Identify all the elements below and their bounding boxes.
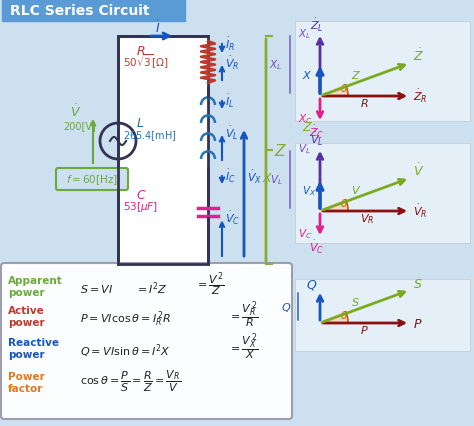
- FancyBboxPatch shape: [56, 169, 128, 190]
- Text: $Q$: $Q$: [281, 300, 291, 313]
- Text: $\dot{I}$: $\dot{I}$: [155, 20, 160, 36]
- Text: $\dot{V}_C$: $\dot{V}_C$: [310, 238, 325, 255]
- Text: power: power: [8, 287, 45, 297]
- Text: $\theta$: $\theta$: [340, 82, 348, 94]
- Text: $L$: $L$: [136, 117, 144, 130]
- Text: $= I^2Z$: $= I^2Z$: [135, 280, 168, 296]
- Text: $C$: $C$: [136, 189, 146, 201]
- Text: $\dot{I}_R$: $\dot{I}_R$: [225, 36, 235, 53]
- Text: $Q = VI\sin\theta = I^2X$: $Q = VI\sin\theta = I^2X$: [80, 341, 171, 359]
- Text: $=\dfrac{V_X^{\,2}}{X}$: $=\dfrac{V_X^{\,2}}{X}$: [228, 331, 258, 362]
- Text: $\dot{V}$: $\dot{V}$: [413, 162, 424, 178]
- Text: $\dot{Z}$: $\dot{Z}$: [413, 47, 424, 64]
- Text: $X_C$: $X_C$: [298, 112, 312, 126]
- Text: $X_L$: $X_L$: [269, 58, 283, 72]
- Text: $V_L$: $V_L$: [298, 142, 310, 155]
- Text: $\dot{V}_R$: $\dot{V}_R$: [225, 55, 239, 72]
- Text: $\dot{Z}_L$: $\dot{Z}_L$: [310, 17, 324, 34]
- FancyBboxPatch shape: [1, 263, 292, 419]
- Text: Reactive: Reactive: [8, 337, 59, 347]
- Text: $S$: $S$: [413, 277, 422, 290]
- Text: $=\dfrac{V^2}{Z}$: $=\dfrac{V^2}{Z}$: [195, 271, 224, 298]
- Text: $265.4[\mathrm{mH}]$: $265.4[\mathrm{mH}]$: [123, 129, 177, 143]
- Text: $R$: $R$: [361, 97, 369, 109]
- Text: power: power: [8, 317, 45, 327]
- Text: $S = VI$: $S = VI$: [80, 282, 113, 294]
- Text: $\dot{V}_R$: $\dot{V}_R$: [413, 202, 428, 219]
- Text: $50\sqrt{3}[\Omega]$: $50\sqrt{3}[\Omega]$: [123, 52, 169, 71]
- Text: Active: Active: [8, 305, 45, 315]
- Text: $P$: $P$: [413, 317, 422, 330]
- Text: $=\dfrac{V_R^{\,2}}{R}$: $=\dfrac{V_R^{\,2}}{R}$: [228, 299, 258, 330]
- Text: $R$: $R$: [136, 45, 146, 58]
- Text: Power: Power: [8, 371, 45, 381]
- Wedge shape: [320, 200, 348, 211]
- Bar: [295, 279, 470, 351]
- Text: $Z$: $Z$: [352, 69, 362, 81]
- Text: $V_C$: $V_C$: [298, 227, 312, 240]
- Text: $\theta$: $\theta$: [340, 308, 348, 320]
- Text: $\theta$: $\theta$: [340, 196, 348, 208]
- Text: $\dot{I}_L$: $\dot{I}_L$: [225, 92, 234, 109]
- Text: power: power: [8, 349, 45, 359]
- Text: $\cos\theta = \dfrac{P}{S} = \dfrac{R}{Z} = \dfrac{V_R}{V}$: $\cos\theta = \dfrac{P}{S} = \dfrac{R}{Z…: [80, 368, 181, 393]
- Bar: [2, 0, 185, 22]
- Text: $Z$: $Z$: [274, 143, 287, 158]
- Text: $V_X$: $V_X$: [302, 184, 316, 197]
- Text: factor: factor: [8, 383, 44, 393]
- Text: $P = VI\cos\theta = I_R^{\,2}R$: $P = VI\cos\theta = I_R^{\,2}R$: [80, 308, 172, 328]
- Bar: [295, 22, 470, 122]
- Text: RLC Series Circuit: RLC Series Circuit: [10, 4, 149, 18]
- Text: $53[\mu F]$: $53[\mu F]$: [123, 199, 158, 213]
- Wedge shape: [320, 85, 348, 97]
- Text: $f = 60[\mathrm{Hz}]$: $f = 60[\mathrm{Hz}]$: [66, 173, 118, 187]
- Text: $\dot{Z}$: $\dot{Z}$: [302, 118, 313, 135]
- Text: $P$: $P$: [361, 323, 369, 335]
- Text: $X$: $X$: [302, 69, 312, 81]
- Text: $\dot{V}_L$: $\dot{V}_L$: [225, 124, 238, 141]
- Text: $\dot{V}_X$: $\dot{V}_X$: [247, 168, 262, 185]
- Text: $X$: $X$: [262, 172, 273, 184]
- Text: $\dot{Z}_R$: $\dot{Z}_R$: [413, 87, 428, 104]
- Bar: [118, 37, 208, 265]
- Text: $\dot{V}_C$: $\dot{V}_C$: [225, 210, 240, 227]
- Text: $\dot{V}$: $\dot{V}$: [70, 103, 81, 120]
- Text: $V_R$: $V_R$: [361, 211, 375, 225]
- Wedge shape: [320, 311, 348, 323]
- Text: $V_L$: $V_L$: [270, 173, 283, 187]
- Text: $S$: $S$: [352, 295, 360, 307]
- Text: $X_L$: $X_L$: [298, 27, 311, 41]
- Text: $Q$: $Q$: [306, 278, 318, 292]
- Text: $\dot{V}_L$: $\dot{V}_L$: [310, 130, 324, 147]
- Text: $\dot{I}_C$: $\dot{I}_C$: [225, 167, 236, 184]
- Text: Apparent: Apparent: [8, 275, 63, 285]
- Text: $V$: $V$: [352, 184, 362, 196]
- Text: $\dot{Z}_C$: $\dot{Z}_C$: [310, 124, 325, 141]
- Text: 200[V]: 200[V]: [63, 121, 96, 131]
- Bar: [295, 144, 470, 243]
